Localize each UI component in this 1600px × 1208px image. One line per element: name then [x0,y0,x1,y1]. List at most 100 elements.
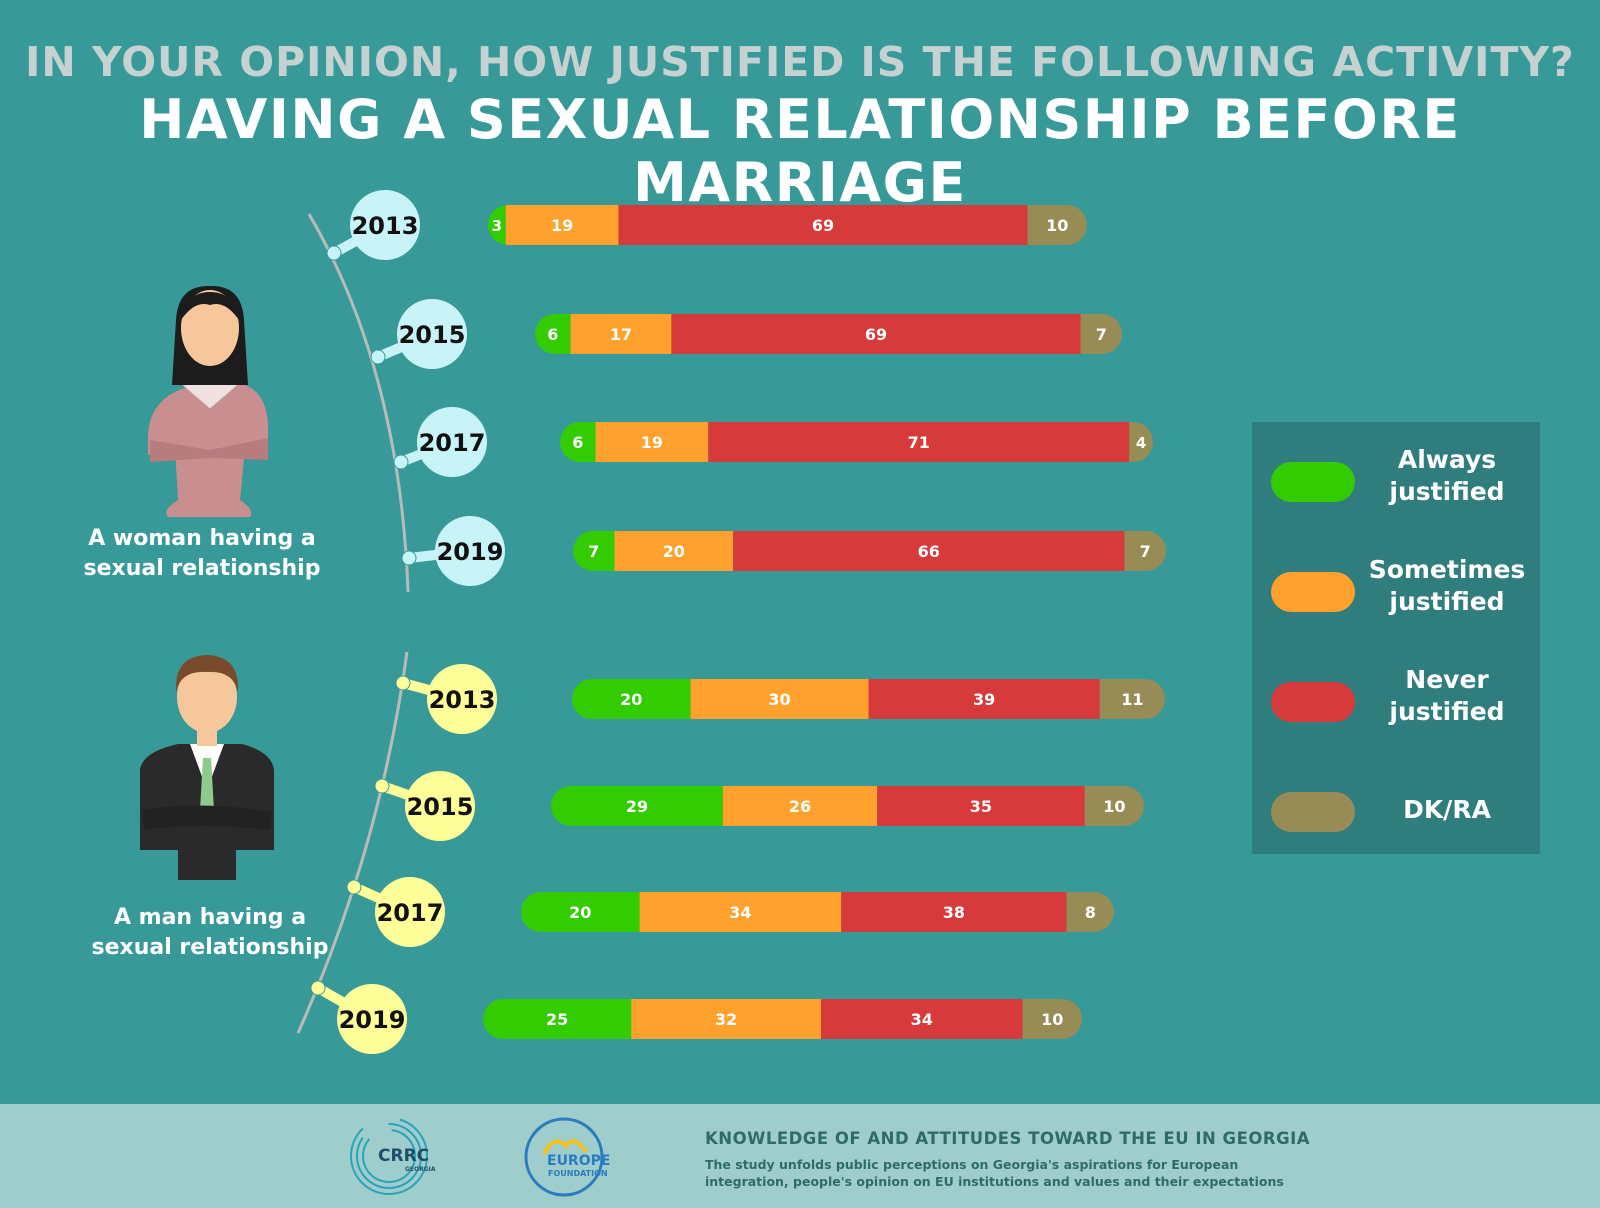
activity-title: HAVING A SEXUAL RELATIONSHIP BEFORE MARR… [139,88,1461,214]
woman-year-bubble-2019 [435,516,505,586]
man-timeline-dot-2013 [395,675,411,691]
data-label: 25 [546,1010,568,1029]
year-label: 2017 [377,899,444,927]
legend-item-never: Never justified [1252,662,1540,742]
year-label: 2017 [419,429,486,457]
data-label: 34 [729,903,751,922]
data-label: 35 [970,797,992,816]
man-timeline-dot-2019 [310,980,326,996]
woman-timeline-dot-2013 [326,245,342,261]
man-group-label: A man having a sexual relationship [91,905,329,960]
year-label: 2019 [437,538,504,566]
legend-label-never: Never justified [1389,665,1505,726]
woman-segment-2017-s2 [708,422,1130,462]
woman-segment-2019-s3 [1124,531,1166,571]
year-label: 2015 [399,321,466,349]
man-year-bubble-2015 [405,771,475,841]
woman-segment-2017-s0 [560,422,596,462]
data-label: 30 [768,690,790,709]
woman-bar-2019 [573,531,1166,571]
europe-logo-line2: FOUNDATION [548,1169,608,1178]
man-segment-2015-s3 [1084,786,1144,826]
man-segment-2019-s3 [1022,999,1082,1039]
woman-segment-2013-s2 [618,205,1028,245]
woman-year-bubble-2013 [350,190,420,260]
man-segment-2019-s1 [631,999,822,1039]
woman-segment-2017-s3 [1129,422,1153,462]
data-label: 71 [908,433,930,452]
data-label: 38 [943,903,965,922]
woman-segment-2013-s3 [1027,205,1087,245]
legend-swatch-sometimes [1271,572,1355,612]
woman-group-label: A woman having a sexual relationship [83,526,321,581]
man-bar-2017 [521,892,1114,932]
woman-illustration [148,285,269,517]
data-label: 34 [911,1010,933,1029]
man-segment-2013-s2 [868,679,1100,719]
year-label: 2013 [429,686,496,714]
man-segment-2013-s1 [690,679,869,719]
data-label: 20 [663,542,685,561]
woman-timeline-dot-2015 [370,349,386,365]
data-label: 10 [1103,797,1125,816]
data-label: 26 [789,797,811,816]
crrc-logo [350,1117,428,1195]
data-label: 6 [572,433,583,452]
man-segment-2015-s0 [551,786,723,826]
europe-logo-line1: EUROPE [547,1153,611,1169]
woman-year-bubble-2017 [417,407,487,477]
woman-bar-2015 [535,314,1123,354]
data-label: 20 [620,690,642,709]
woman-segment-2015-s3 [1080,314,1123,354]
data-label: 7 [588,542,599,561]
woman-bar-2013 [488,205,1087,245]
man-bar-2013 [572,679,1165,719]
woman-segment-2013-s1 [505,205,619,245]
data-label: 7 [1096,325,1107,344]
data-label: 3 [492,217,502,235]
legend-item-dkra: DK/RA [1252,772,1540,852]
legend-label-always: Always justified [1389,445,1505,506]
legend-label-dkra: DK/RA [1403,795,1491,824]
man-bar-2019 [483,999,1082,1039]
woman-segment-2019-s2 [733,531,1125,571]
year-label: 2019 [339,1006,406,1034]
data-label: 10 [1046,216,1068,235]
woman-year-bubble-2015 [397,299,467,369]
man-segment-2013-s0 [572,679,691,719]
man-year-bubble-2017 [375,877,445,947]
woman-bar-2017 [560,422,1153,462]
woman-segment-2019-s0 [573,531,615,571]
data-label: 6 [547,325,558,344]
woman-timeline-dot-2017 [393,454,409,470]
footer-title: KNOWLEDGE OF AND ATTITUDES TOWARD THE EU… [705,1129,1311,1148]
man-timeline-dot-2017 [346,879,362,895]
woman-segment-2015-s1 [570,314,672,354]
man-timeline-dot-2015 [374,778,390,794]
data-label: 17 [610,325,632,344]
data-label: 4 [1136,434,1146,452]
year-label: 2013 [352,212,419,240]
man-segment-2015-s2 [877,786,1085,826]
man-segment-2013-s3 [1099,679,1165,719]
data-label: 20 [569,903,591,922]
data-label: 7 [1140,542,1151,561]
question-title: IN YOUR OPINION, HOW JUSTIFIED IS THE FO… [25,38,1575,86]
woman-segment-2013-s0 [488,205,506,245]
man-bar-2015 [551,786,1144,826]
legend-swatch-never [1271,682,1355,722]
data-label: 8 [1085,903,1096,922]
woman-timeline-dot-2019 [401,550,417,566]
legend-swatch-always [1271,462,1355,502]
legend-item-sometimes: Sometimes justified [1252,552,1540,632]
man-timeline [296,651,409,1034]
man-illustration [140,655,274,880]
woman-segment-2015-s0 [535,314,571,354]
man-segment-2015-s1 [722,786,878,826]
data-label: 69 [812,216,834,235]
data-label: 66 [918,542,940,561]
man-segment-2017-s3 [1066,892,1114,932]
